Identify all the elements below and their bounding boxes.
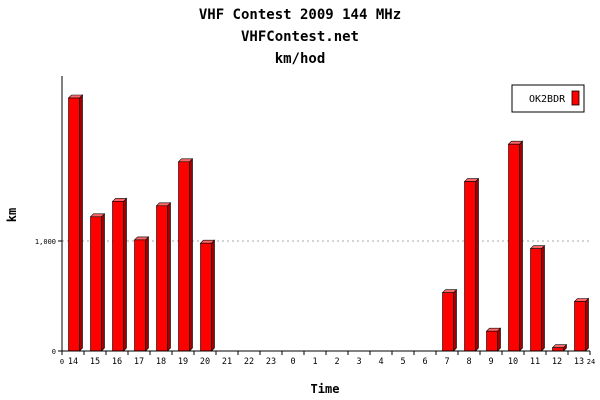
x-tick-label: 14 [68,357,78,367]
x-tick-label: 22 [244,357,254,367]
x-tick-label: 3 [356,357,361,367]
bar-side [453,288,457,352]
bar-side [541,244,545,352]
x-tick-label: 1 [312,357,317,367]
x-tick-label: 11 [530,357,540,367]
bar [485,327,502,352]
bar-front [178,161,190,352]
bar-front [574,301,586,352]
bar [573,297,590,352]
bar-front [68,97,80,352]
bar-side [519,140,523,352]
x-tick-label: 5 [400,357,405,367]
x-ticks: 14 15 16 17 18 19 20 21 22 23 0 1 2 3 4 5 6 7 8 9 10 11 12 130 2… [60,351,595,367]
x-tick-label: 8 [466,357,471,367]
bar-front [112,201,124,352]
bar-front [508,143,520,352]
chart-subtitle: VHFContest.net [241,29,359,45]
bar-front [200,242,212,352]
bar-front [442,292,454,352]
bar [529,244,546,352]
x-tick-label: 0 [290,357,295,367]
y-tick-label: 1,000 [35,238,56,246]
x-tick-label: 7 [444,357,449,367]
chart-units: km/hod [275,51,326,67]
bar-front [464,181,476,352]
y-tick-label: 0 [52,348,56,356]
y-ticks: 0 1,000 [35,238,62,356]
x-tick-label: 18 [156,357,166,367]
x-tick-label: 10 [508,357,518,367]
x-tick-label: 21 [222,357,232,367]
x-tick-label: 2 [334,357,339,367]
chart-title: VHF Contest 2009 144 MHz [199,7,401,23]
x-edge-label: 24 [587,358,595,366]
bar-side [189,158,193,352]
x-tick-label: 9 [488,357,493,367]
bar [89,213,106,352]
bar [199,239,216,352]
legend-label: OK2BDR [529,94,566,105]
bar-side [123,197,127,352]
x-axis-label: Time [311,382,340,396]
bar [507,140,524,352]
bar [67,94,84,352]
bar-side [145,236,149,352]
x-tick-label: 17 [134,357,144,367]
bar-front [90,216,102,352]
bar-front [530,248,542,352]
x-tick-label: 19 [178,357,188,367]
x-tick-label: 15 [90,357,100,367]
x-edge-label: 0 [60,358,64,366]
bar-side [101,213,105,352]
bar-front [156,205,168,352]
x-tick-label: 20 [200,357,210,367]
bar-side [475,177,479,352]
bar [133,236,150,352]
x-tick-label: 16 [112,357,122,367]
bar-side [497,327,501,352]
x-tick-label: 23 [266,357,276,367]
bar-side [79,94,83,352]
bar-front [486,330,498,352]
legend-swatch [571,90,580,106]
x-tick-label: 6 [422,357,427,367]
bar-side [211,239,215,352]
legend: OK2BDR [511,84,585,113]
bar [441,288,458,352]
x-tick-label: 4 [378,357,383,367]
bar-front [134,239,146,352]
y-axis-label: km [5,208,19,222]
x-tick-label: 13 [574,357,584,367]
bar-side [167,202,171,352]
bar-side [585,297,589,352]
bar [155,202,172,352]
bar [177,158,194,352]
bar [111,197,128,352]
bars-group [67,94,590,352]
bar [463,177,480,352]
x-tick-label: 12 [552,357,562,367]
bar [551,343,568,352]
